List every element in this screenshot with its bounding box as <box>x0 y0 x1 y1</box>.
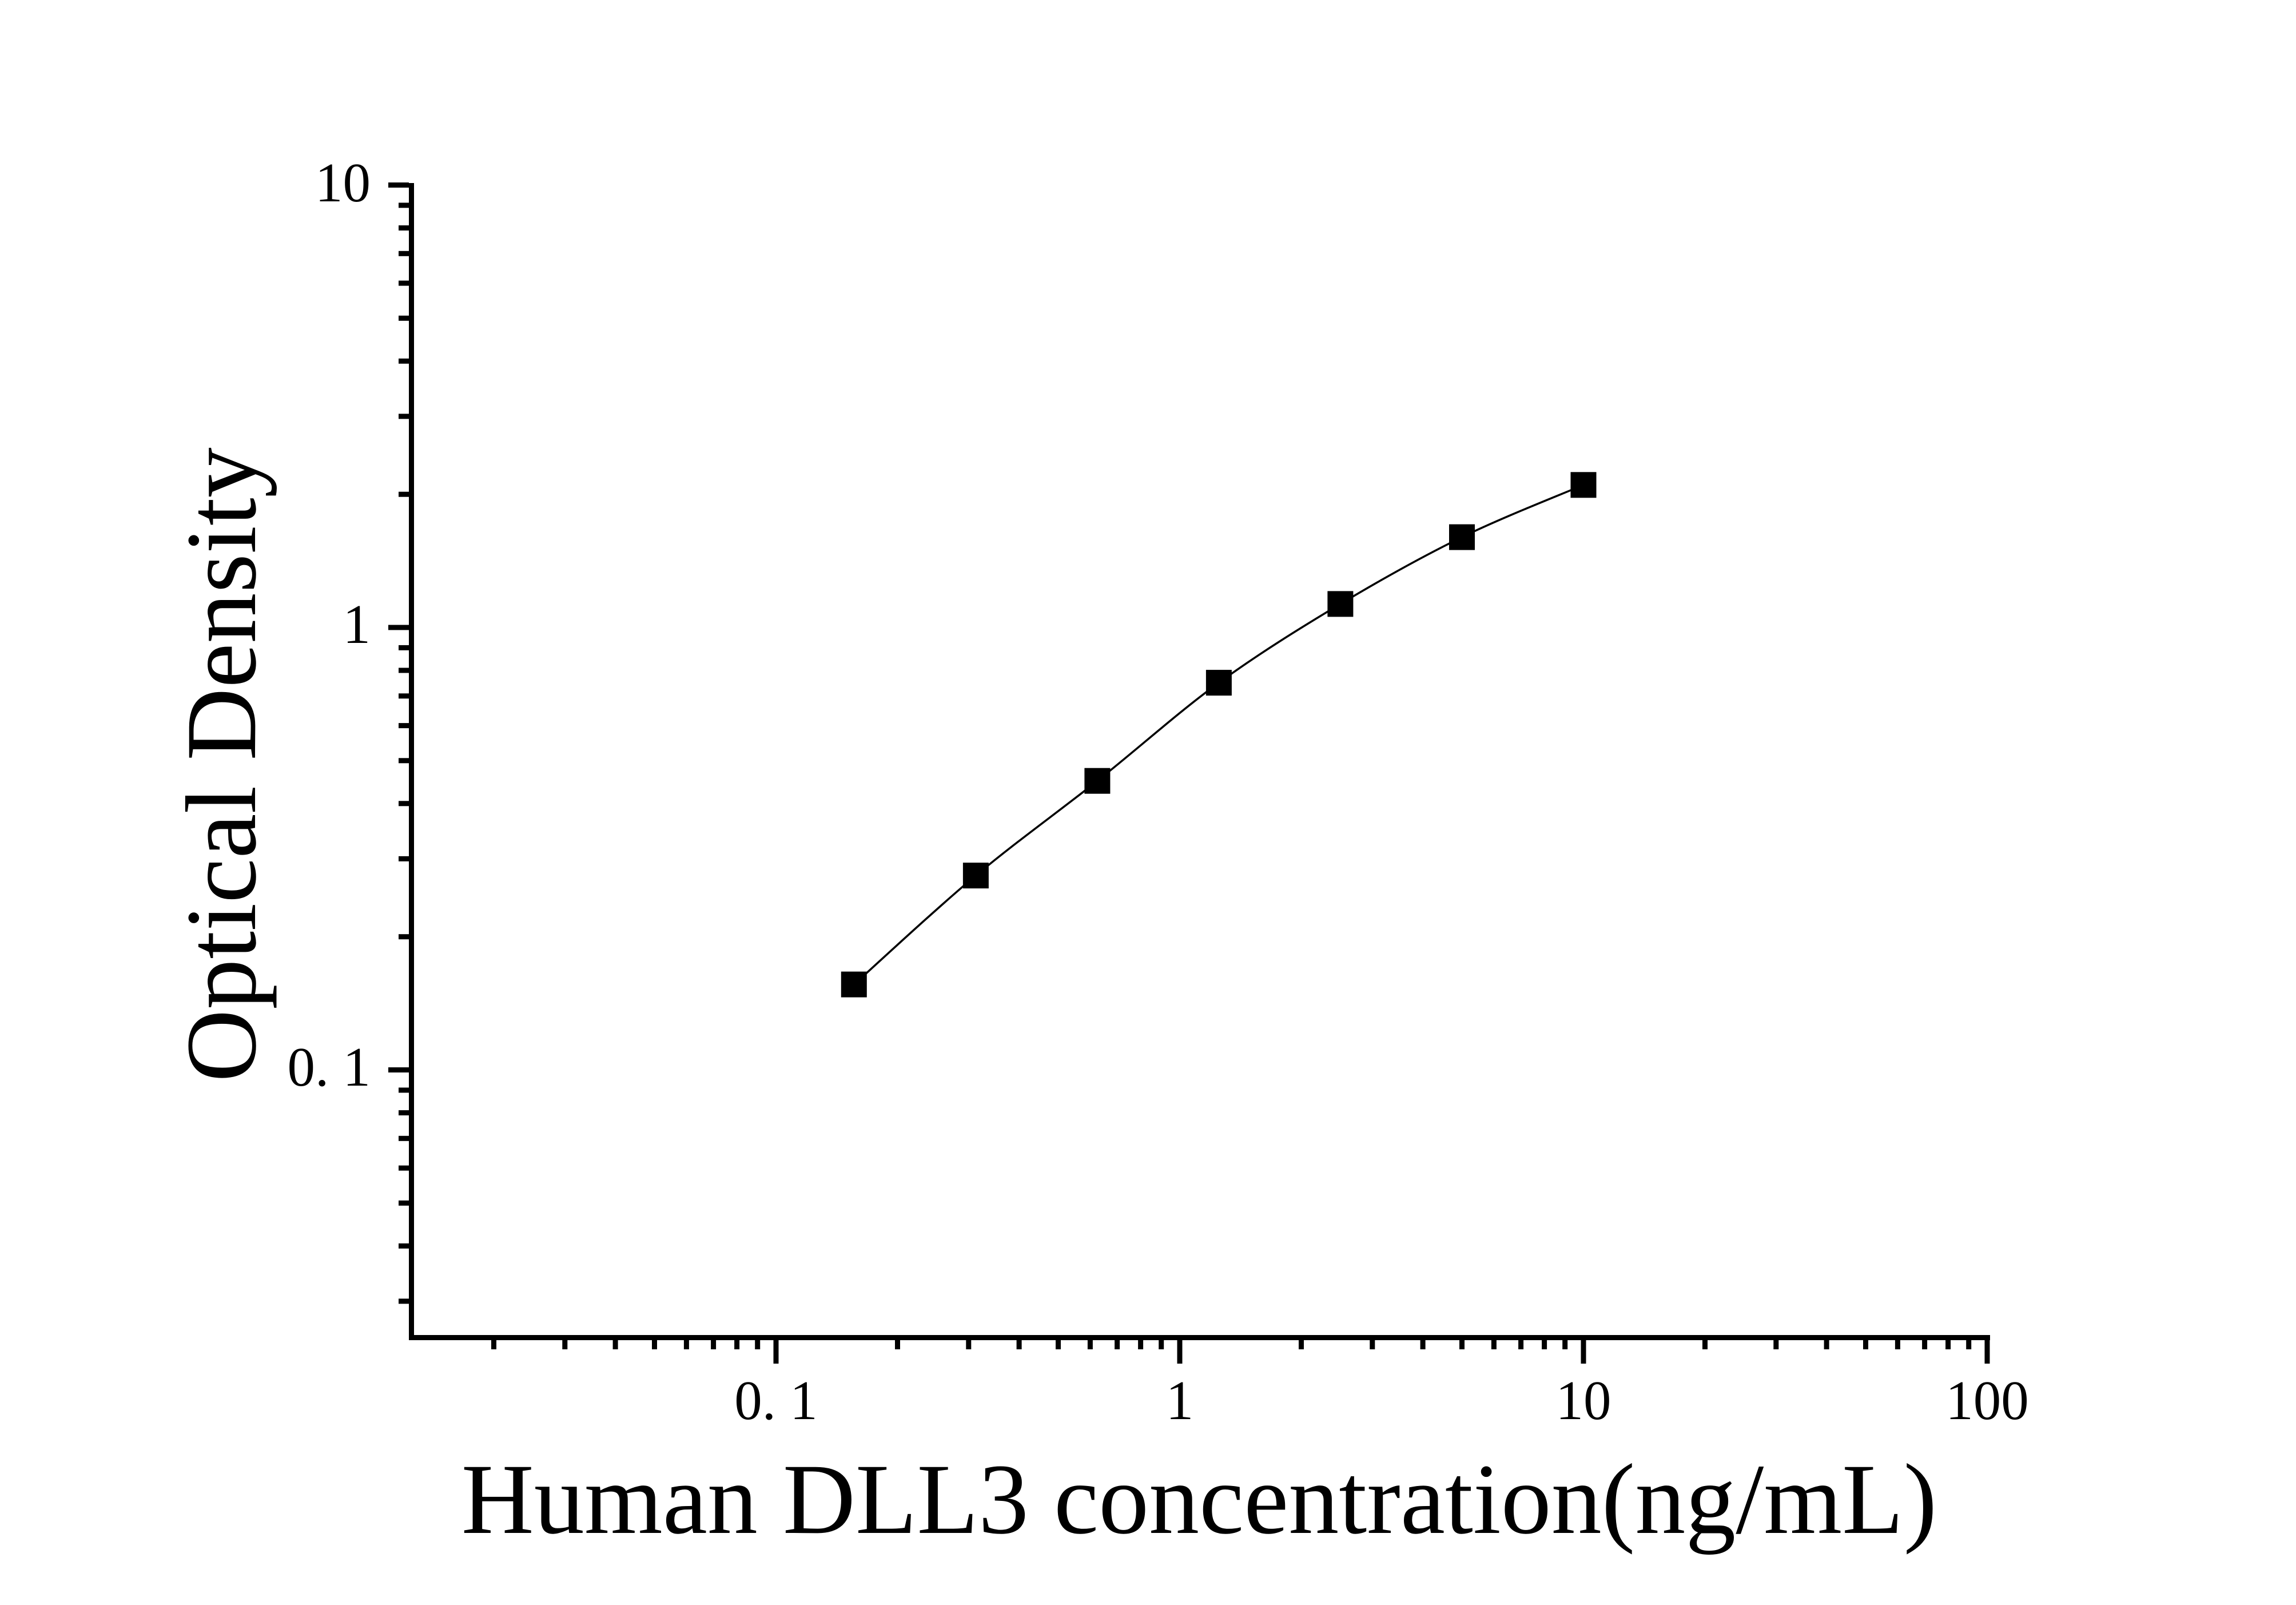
x-minor-tick <box>1370 1340 1375 1349</box>
x-major-tick <box>773 1340 779 1364</box>
x-minor-tick <box>1562 1340 1568 1349</box>
y-minor-tick <box>399 315 409 321</box>
standard-curve-line <box>853 484 1584 986</box>
x-minor-tick <box>1299 1340 1304 1349</box>
x-tick-label-100: 100 <box>1945 1370 2029 1431</box>
y-minor-tick <box>399 723 409 729</box>
x-tick-label-0p1: 0. 1 <box>734 1370 818 1431</box>
data-point-marker <box>962 863 989 889</box>
x-minor-tick <box>1922 1340 1928 1349</box>
data-point-marker <box>1449 524 1475 550</box>
x-minor-tick <box>1420 1340 1426 1349</box>
data-point-markers <box>841 472 1597 998</box>
x-minor-tick <box>1115 1340 1120 1349</box>
data-point-marker <box>1205 670 1232 696</box>
y-tick-label-1: 1 <box>343 594 371 655</box>
x-major-tick <box>1581 1340 1586 1364</box>
y-minor-tick <box>399 202 409 208</box>
x-major-tick <box>1984 1340 1990 1364</box>
x-minor-tick <box>1518 1340 1524 1349</box>
x-minor-tick <box>1491 1340 1497 1349</box>
x-minor-tick <box>711 1340 717 1349</box>
x-minor-tick <box>652 1340 657 1349</box>
x-tick-label-10: 10 <box>1555 1370 1611 1431</box>
y-axis-line <box>409 183 414 1340</box>
y-minor-tick <box>399 491 409 497</box>
y-minor-tick <box>399 856 409 861</box>
x-minor-tick <box>491 1340 496 1349</box>
x-minor-tick <box>1087 1340 1093 1349</box>
x-major-tick <box>1177 1340 1183 1364</box>
x-tick-label-1: 1 <box>1165 1370 1194 1431</box>
x-minor-tick <box>1895 1340 1900 1349</box>
y-minor-tick <box>399 1165 409 1171</box>
x-minor-tick <box>683 1340 689 1349</box>
x-minor-tick <box>1056 1340 1061 1349</box>
y-minor-tick <box>399 693 409 699</box>
y-minor-tick <box>399 645 409 650</box>
x-minor-tick <box>1702 1340 1708 1349</box>
y-minor-tick <box>399 1110 409 1115</box>
x-minor-tick <box>1773 1340 1779 1349</box>
x-minor-tick <box>1542 1340 1547 1349</box>
x-minor-tick <box>562 1340 568 1349</box>
y-minor-tick <box>399 358 409 364</box>
y-minor-tick <box>399 801 409 807</box>
y-minor-tick <box>399 934 409 940</box>
y-minor-tick <box>399 225 409 231</box>
y-minor-tick <box>399 758 409 764</box>
y-minor-tick <box>399 1298 409 1304</box>
x-minor-tick <box>1159 1340 1164 1349</box>
x-minor-tick <box>734 1340 740 1349</box>
axis-ticks <box>388 182 1990 1364</box>
y-major-tick <box>388 182 409 188</box>
y-tick-label-0p1: 0. 1 <box>287 1036 371 1098</box>
y-axis-title: Optical Density <box>166 447 277 1082</box>
data-point-marker <box>841 971 867 998</box>
x-minor-tick <box>1966 1340 1972 1349</box>
axes <box>409 183 1990 1340</box>
x-minor-tick <box>755 1340 761 1349</box>
y-minor-tick <box>399 1135 409 1141</box>
y-major-tick <box>388 1067 409 1072</box>
data-point-marker <box>1570 472 1597 498</box>
x-axis-line <box>409 1335 1990 1340</box>
data-point-marker <box>1327 591 1354 617</box>
y-minor-tick <box>399 280 409 286</box>
x-minor-tick <box>1138 1340 1144 1349</box>
y-major-tick <box>388 625 409 630</box>
x-minor-tick <box>1016 1340 1022 1349</box>
y-minor-tick <box>399 414 409 419</box>
y-minor-tick <box>399 1087 409 1093</box>
data-point-marker <box>1084 768 1111 794</box>
x-minor-tick <box>966 1340 972 1349</box>
x-minor-tick <box>1459 1340 1465 1349</box>
x-minor-tick <box>612 1340 618 1349</box>
y-minor-tick <box>399 1200 409 1206</box>
y-minor-tick <box>399 668 409 673</box>
y-minor-tick <box>399 251 409 256</box>
x-minor-tick <box>895 1340 900 1349</box>
x-minor-tick <box>1863 1340 1868 1349</box>
y-tick-label-10: 10 <box>315 152 371 213</box>
x-minor-tick <box>1945 1340 1951 1349</box>
y-minor-tick <box>399 1243 409 1249</box>
x-minor-tick <box>1824 1340 1829 1349</box>
x-axis-title: Human DLL3 concentration(ng/mL) <box>461 1444 1937 1555</box>
